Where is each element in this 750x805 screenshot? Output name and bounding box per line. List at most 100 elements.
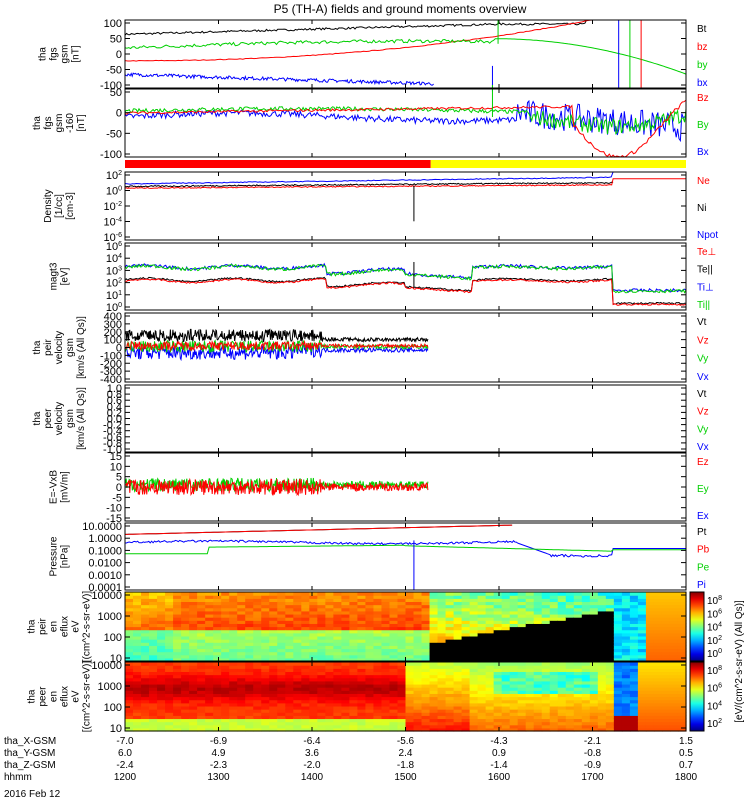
spectrogram-cell [357, 680, 367, 685]
spectrogram-cell [493, 617, 503, 621]
spectrogram-cell [293, 683, 302, 688]
spectrogram-cell [165, 601, 174, 606]
spectrogram-cell [269, 607, 278, 612]
spectrogram-cell [397, 642, 407, 646]
spectrogram-cell [133, 598, 142, 603]
y-axis-label: gsm [60, 45, 71, 64]
spectrogram-cell [373, 623, 383, 628]
spectrogram-cell [349, 724, 359, 729]
spectrogram-cell [205, 683, 214, 688]
spectrogram-cell [653, 592, 663, 596]
spectrogram-cell [221, 629, 230, 634]
spectrogram-cell [501, 683, 511, 688]
spectrogram-cell [357, 721, 367, 726]
spectrogram-cell [253, 668, 262, 673]
spectrogram-cell [653, 683, 663, 688]
spectrogram-cell [253, 623, 262, 628]
spectrogram-cell [637, 648, 647, 653]
spectrogram-cell [413, 623, 423, 628]
spectrogram-cell [157, 607, 166, 612]
spectrogram-cell [501, 727, 511, 732]
spectrogram-cell [205, 592, 214, 596]
spectrogram-cell [437, 702, 447, 707]
spectrogram-cell [277, 639, 286, 643]
spectrogram-cell [589, 715, 599, 720]
spectrogram-cell [253, 712, 262, 716]
spectrogram-cell [229, 671, 238, 676]
spectrogram-cell [325, 629, 334, 634]
spectrogram-cell [317, 687, 326, 691]
legend-item: Vx [697, 442, 709, 453]
spectrogram-cell [461, 718, 471, 723]
spectrogram-cell [245, 635, 254, 640]
spectrogram-cell [157, 626, 166, 631]
spectrogram-cell [365, 613, 375, 618]
spectrogram-cell [149, 683, 158, 688]
spectrogram-cell [469, 654, 479, 659]
spectrogram-cell [173, 620, 182, 624]
spectrogram-cell [301, 668, 310, 673]
spectrogram-cell [477, 699, 487, 704]
spectrogram-cell [349, 645, 359, 650]
spectrogram-cell [581, 677, 591, 682]
spectrogram-cell [293, 674, 302, 679]
spectrogram-cell [517, 696, 527, 701]
spectrogram-cell [325, 715, 334, 720]
spectrogram-cell [669, 718, 679, 723]
spectrogram-cell [125, 680, 134, 685]
spectrogram-cell [565, 651, 575, 656]
spectrogram-cell [189, 671, 198, 676]
spectrogram-cell [525, 674, 535, 679]
spectrogram-cell [141, 721, 150, 726]
spectrogram-cell [469, 657, 479, 662]
spectrogram-cell [309, 629, 318, 634]
spectrogram-cell [205, 674, 214, 679]
spectrogram-cell [445, 674, 455, 679]
spectrogram-cell [341, 705, 350, 710]
spectrogram-cell [605, 657, 615, 662]
y-axis-label: peir [38, 617, 49, 634]
line-Ne [124, 178, 686, 189]
spectrogram-cell [405, 718, 415, 723]
spectrogram-cell [613, 721, 623, 726]
spectrogram-cell [357, 702, 367, 707]
line-peir-Vt [124, 328, 429, 343]
spectrogram-cell [613, 693, 623, 698]
spectrogram-cell [357, 598, 367, 603]
spectrogram-cell [173, 724, 182, 729]
spectrogram-cell [493, 705, 503, 710]
spectrogram-cell [213, 629, 222, 634]
spectrogram-cell [533, 613, 543, 618]
spectrogram-cell [421, 718, 431, 723]
spectrogram-cell [413, 702, 423, 707]
spectrogram-cell [157, 635, 166, 640]
legend-item: Ez [697, 457, 709, 468]
spectrogram-cell [333, 696, 342, 701]
spectrogram-cell [317, 592, 326, 596]
spectrogram-cell [645, 632, 655, 637]
spectrogram-cell [189, 724, 198, 729]
spectrogram-cell [645, 674, 655, 679]
spectrogram-cell [581, 683, 591, 688]
spectrogram-cell [509, 668, 519, 673]
spectrogram-cell [437, 674, 447, 679]
spectrogram-cell [301, 665, 310, 669]
spectrogram-cell [397, 705, 407, 710]
spectrogram-cell [661, 645, 671, 650]
y-tick-label: 101 [106, 290, 122, 302]
spectrogram-cell [677, 601, 687, 606]
spectrogram-cell [301, 595, 310, 599]
spectrogram-cell [613, 709, 623, 713]
ephemeris-value: -2.4 [116, 760, 134, 771]
spectrogram-cell [309, 639, 318, 643]
spectrogram-cell [381, 693, 391, 698]
spectrogram-cell [381, 610, 391, 615]
spectrogram-cell [629, 657, 639, 662]
spectrogram-cell [661, 595, 671, 599]
spectrogram-cell [293, 592, 302, 596]
spectrogram-cell [221, 699, 230, 704]
spectrogram-cell [333, 721, 342, 726]
y-axis-label: [(cm^2-s-sr-eV)] [82, 661, 93, 733]
spectrogram-cell [581, 629, 591, 634]
spectrogram-cell [573, 607, 583, 612]
